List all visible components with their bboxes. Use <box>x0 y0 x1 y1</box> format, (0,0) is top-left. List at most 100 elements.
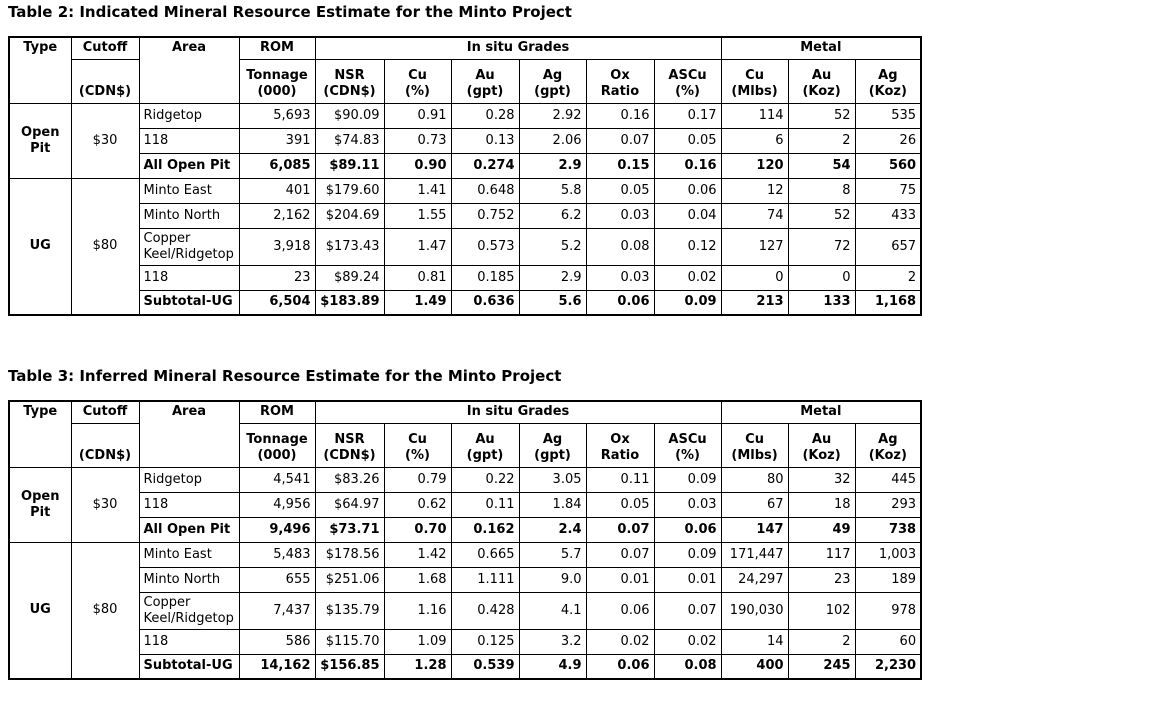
table-title: Table 3: Inferred Mineral Resource Estim… <box>8 367 562 385</box>
value-cell: 0.752 <box>450 202 520 229</box>
area-cell: Copper Keel/Ridgetop <box>138 227 240 266</box>
col-header-ag-koz: Ag (Koz) <box>854 422 922 468</box>
value-cell: 445 <box>854 466 922 493</box>
value-cell: $74.83 <box>314 127 385 154</box>
value-cell: 52 <box>787 102 856 129</box>
value-cell: 5.6 <box>518 289 587 316</box>
col-header-tonnage: Tonnage (000) <box>238 422 316 468</box>
value-cell: 102 <box>787 591 856 630</box>
col-header-cu-pct: Cu (%) <box>383 422 452 468</box>
col-header-ascu: ASCu (%) <box>653 422 722 468</box>
value-cell: 0.05 <box>585 491 655 518</box>
area-cell: All Open Pit <box>138 516 240 543</box>
value-cell: 2.9 <box>518 152 587 179</box>
value-cell: $83.26 <box>314 466 385 493</box>
value-cell: 23 <box>787 566 856 593</box>
cutoff-cell: $80 <box>70 177 140 316</box>
value-cell: 5.7 <box>518 541 587 568</box>
indicated-resource-table: Type Cutoff Area ROM In situ Grades Meta… <box>8 36 923 316</box>
value-cell: 6,085 <box>238 152 316 179</box>
area-cell: All Open Pit <box>138 152 240 179</box>
value-cell: 2,230 <box>854 653 922 680</box>
value-cell: 0.07 <box>585 541 655 568</box>
area-cell: Minto North <box>138 202 240 229</box>
value-cell: 23 <box>238 264 316 291</box>
table-body: Open Pit $30 Ridgetop 4,541 $83.26 0.79 0.22 3.… <box>8 466 922 680</box>
value-cell: 0.07 <box>653 591 722 630</box>
value-cell: 0.81 <box>383 264 452 291</box>
value-cell: 0.16 <box>585 102 655 129</box>
area-cell: Minto East <box>138 177 240 204</box>
value-cell: 2,162 <box>238 202 316 229</box>
value-cell: 4,956 <box>238 491 316 518</box>
col-group-metal: Metal <box>720 36 922 60</box>
value-cell: 0.06 <box>653 516 722 543</box>
value-cell: 433 <box>854 202 922 229</box>
value-cell: 1.16 <box>383 591 452 630</box>
value-cell: 0.03 <box>585 202 655 229</box>
table-row: 118 586 $115.70 1.09 0.125 3.2 0.02 0.02 14 2 60 <box>9 628 922 655</box>
inferred-resource-section: Table 3: Inferred Mineral Resource Estim… <box>8 367 1162 680</box>
value-cell: $89.11 <box>314 152 385 179</box>
value-cell: 400 <box>720 653 789 680</box>
area-cell: Subtotal-UG <box>138 289 240 316</box>
col-group-metal: Metal <box>720 400 922 424</box>
value-cell: 0.162 <box>450 516 520 543</box>
value-cell: 32 <box>787 466 856 493</box>
header-row-units: (CDN$) Tonnage (000) NSR (CDN$) Cu (%) A… <box>9 58 922 104</box>
table-row: 118 23 $89.24 0.81 0.185 2.9 0.03 0.02 0 0 2 <box>9 264 922 291</box>
value-cell: 0.07 <box>585 127 655 154</box>
value-cell: 5.8 <box>518 177 587 204</box>
value-cell: 74 <box>720 202 789 229</box>
value-cell: 0.73 <box>383 127 452 154</box>
value-cell: 14 <box>720 628 789 655</box>
area-cell: Ridgetop <box>138 102 240 129</box>
value-cell: 1.84 <box>518 491 587 518</box>
area-cell: 118 <box>138 491 240 518</box>
value-cell: 0.06 <box>585 289 655 316</box>
value-cell: 0.11 <box>450 491 520 518</box>
value-cell: 0.04 <box>653 202 722 229</box>
table-row: Copper Keel/Ridgetop 7,437 $135.79 1.16 0.42… <box>9 591 922 630</box>
cutoff-cell: $80 <box>70 541 140 680</box>
value-cell: 2 <box>787 628 856 655</box>
value-cell: 9,496 <box>238 516 316 543</box>
cutoff-cell: $30 <box>70 466 140 543</box>
value-cell: 1.55 <box>383 202 452 229</box>
value-cell: 0.16 <box>653 152 722 179</box>
indicated-resource-section: Table 2: Indicated Mineral Resource Esti… <box>8 3 1162 316</box>
value-cell: 0.13 <box>450 127 520 154</box>
value-cell: 4.1 <box>518 591 587 630</box>
value-cell: 3.05 <box>518 466 587 493</box>
value-cell: 213 <box>720 289 789 316</box>
table-row: Minto North 2,162 $204.69 1.55 0.752 6.2 0.03 0… <box>9 202 922 229</box>
value-cell: 0.185 <box>450 264 520 291</box>
col-header-rom: ROM <box>238 36 316 60</box>
value-cell: 0.02 <box>585 628 655 655</box>
value-cell: 2 <box>854 264 922 291</box>
value-cell: $73.71 <box>314 516 385 543</box>
value-cell: 0.15 <box>585 152 655 179</box>
col-header-rom: ROM <box>238 400 316 424</box>
value-cell: 0.28 <box>450 102 520 129</box>
value-cell: 49 <box>787 516 856 543</box>
value-cell: 5.2 <box>518 227 587 266</box>
col-header-cu-mlbs: Cu (Mlbs) <box>720 422 789 468</box>
col-header-ag-koz: Ag (Koz) <box>854 58 922 104</box>
col-header-cutoff-unit: (CDN$) <box>70 58 140 104</box>
table-row: Minto North 655 $251.06 1.68 1.111 9.0 0.01 0.0… <box>9 566 922 593</box>
value-cell: 0.08 <box>585 227 655 266</box>
value-cell: 0.125 <box>450 628 520 655</box>
table-row: Open Pit $30 Ridgetop 5,693 $90.09 0.91 0.28 2.… <box>8 102 922 179</box>
total-row: All Open Pit 6,085 $89.11 0.90 0.274 2.9 0.15 0… <box>9 152 922 179</box>
value-cell: 9.0 <box>518 566 587 593</box>
table-row: UG $80 Minto East 5,483 $178.56 1.42 0.665 5.7 0… <box>8 541 922 680</box>
value-cell: $135.79 <box>314 591 385 630</box>
col-header-type: Type <box>8 36 72 104</box>
col-header-au-koz: Au (Koz) <box>787 422 856 468</box>
value-cell: 0.79 <box>383 466 452 493</box>
value-cell: 0.07 <box>585 516 655 543</box>
value-cell: 0.11 <box>585 466 655 493</box>
col-header-ag-gpt: Ag (gpt) <box>518 422 587 468</box>
